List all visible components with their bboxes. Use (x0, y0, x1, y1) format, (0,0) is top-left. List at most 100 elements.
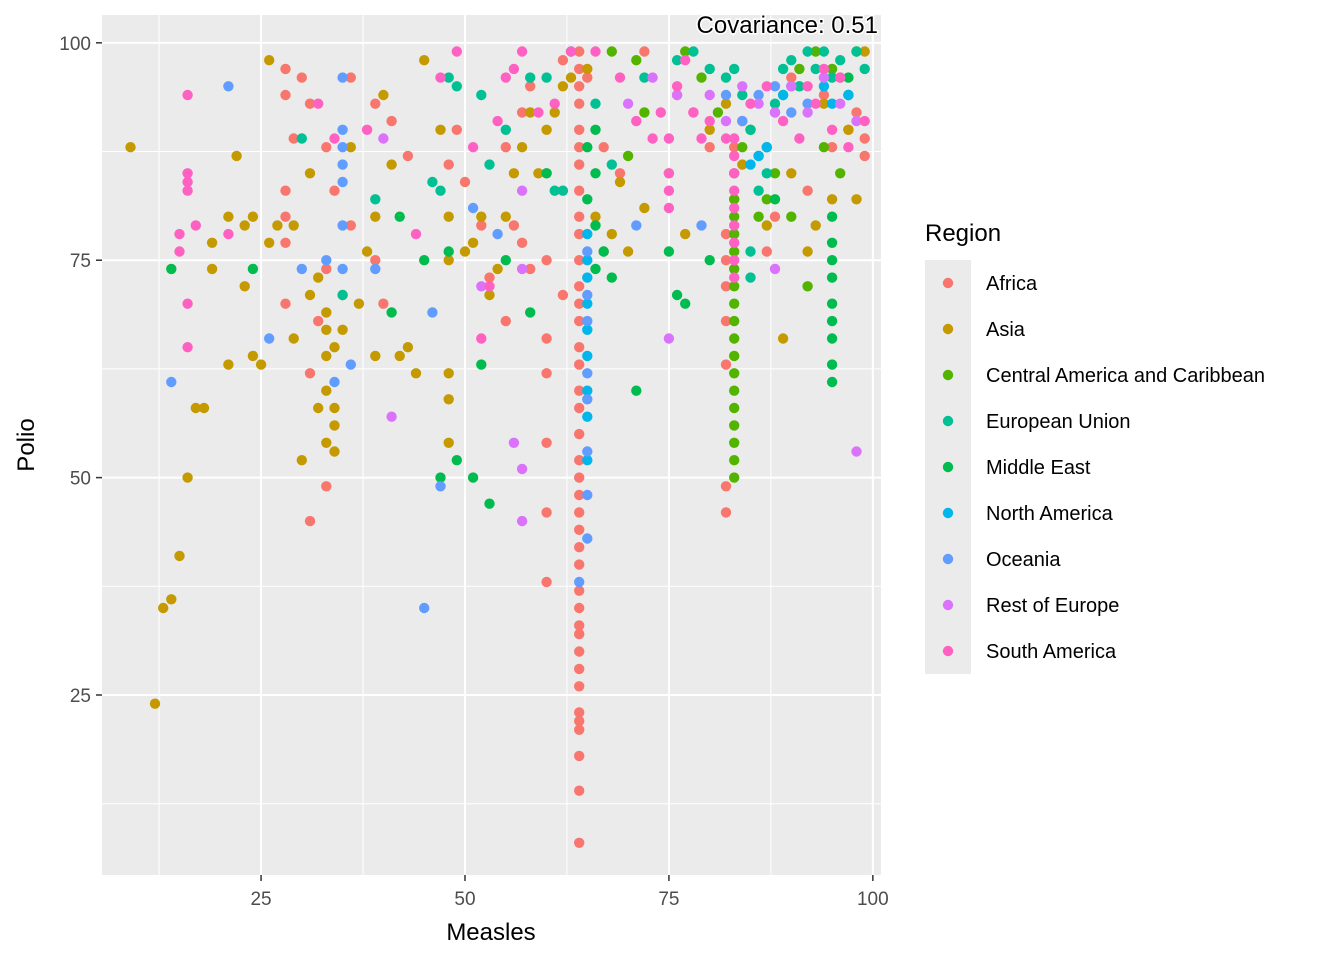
point-south-america (223, 228, 234, 240)
legend: Region Africa Asia Central America and Car… (925, 220, 1265, 674)
point-european-union (443, 72, 454, 83)
x-tick-label: 50 (454, 889, 475, 910)
point-rest-of-europe (622, 98, 634, 109)
point-european-union (606, 159, 617, 170)
point-oceania (492, 228, 503, 240)
point-european-union (761, 168, 772, 179)
point-central-america-and-caribbean (729, 350, 740, 362)
point-asia (313, 402, 324, 414)
point-central-america-and-caribbean (786, 211, 797, 222)
point-european-union (427, 176, 438, 188)
point-africa (500, 142, 511, 153)
y-axis-title: Polio (13, 418, 40, 471)
point-asia (525, 107, 536, 118)
legend-key (942, 553, 954, 565)
point-south-america (729, 185, 740, 196)
legend-key (942, 507, 954, 519)
point-central-america-and-caribbean (818, 142, 830, 153)
point-africa (574, 159, 585, 170)
point-asia (859, 46, 870, 57)
point-south-america (663, 202, 675, 214)
point-rest-of-europe (769, 107, 781, 118)
point-asia (802, 246, 813, 257)
point-rest-of-europe (516, 185, 528, 196)
point-africa (574, 620, 585, 631)
point-africa (574, 228, 585, 240)
point-north-america (753, 150, 764, 162)
y-tick-label: 50 (70, 469, 91, 490)
point-european-union (810, 63, 821, 75)
point-european-union (525, 72, 536, 83)
point-oceania (631, 220, 642, 231)
point-oceania (786, 107, 797, 118)
point-north-america (582, 298, 593, 309)
point-south-america (729, 220, 740, 231)
legend-key (942, 323, 954, 335)
point-africa (826, 142, 838, 153)
point-africa (598, 142, 609, 153)
point-south-america (182, 298, 193, 309)
point-africa (574, 455, 585, 466)
point-africa (859, 133, 870, 144)
point-asia (321, 437, 332, 448)
point-africa (582, 72, 593, 83)
point-european-union (549, 185, 560, 196)
point-oceania (166, 376, 177, 388)
point-asia (533, 168, 544, 179)
point-central-america-and-caribbean (729, 315, 740, 327)
point-africa (859, 150, 870, 162)
point-asia (223, 211, 234, 222)
point-south-america (818, 63, 830, 75)
point-asia (223, 359, 234, 370)
point-asia (606, 228, 617, 240)
point-asia (851, 194, 862, 205)
point-central-america-and-caribbean (712, 107, 724, 118)
legend-key (942, 599, 954, 611)
point-africa (484, 272, 495, 283)
point-africa (614, 168, 626, 179)
point-european-union (541, 72, 552, 83)
point-oceania (337, 159, 348, 170)
point-africa (541, 333, 552, 344)
point-asia (443, 211, 454, 222)
point-central-america-and-caribbean (794, 63, 805, 75)
point-central-america-and-caribbean (729, 368, 740, 379)
point-oceania (737, 115, 748, 127)
point-south-america (720, 133, 732, 144)
point-asia (239, 281, 250, 292)
point-africa (574, 385, 585, 396)
point-asia (810, 220, 821, 231)
point-asia (206, 237, 218, 248)
major-gridlines (102, 15, 881, 875)
point-european-union (720, 72, 732, 83)
point-middle-east (394, 211, 405, 222)
point-africa (729, 142, 740, 153)
point-africa (525, 81, 536, 92)
point-south-america (729, 168, 740, 179)
point-central-america-and-caribbean (639, 107, 650, 118)
point-south-america (476, 333, 487, 344)
point-africa (329, 185, 340, 196)
point-asia (321, 324, 332, 335)
point-asia (337, 324, 348, 335)
point-asia (386, 159, 397, 170)
point-european-union (500, 124, 511, 135)
point-central-america-and-caribbean (729, 298, 740, 309)
point-middle-east (826, 272, 838, 283)
point-middle-east (419, 255, 430, 266)
point-rest-of-europe (516, 515, 528, 527)
point-africa (557, 289, 569, 301)
point-central-america-and-caribbean (729, 211, 740, 222)
legend-label: Middle East (986, 457, 1091, 479)
point-european-union (688, 46, 699, 57)
point-south-america (663, 168, 675, 179)
point-africa (818, 89, 830, 101)
point-africa (541, 255, 552, 266)
point-middle-east (826, 237, 838, 248)
point-european-union (557, 185, 569, 196)
point-south-america (655, 107, 666, 118)
point-africa (574, 628, 585, 640)
point-oceania (264, 333, 275, 344)
point-south-america (680, 55, 691, 66)
point-africa (704, 142, 715, 153)
